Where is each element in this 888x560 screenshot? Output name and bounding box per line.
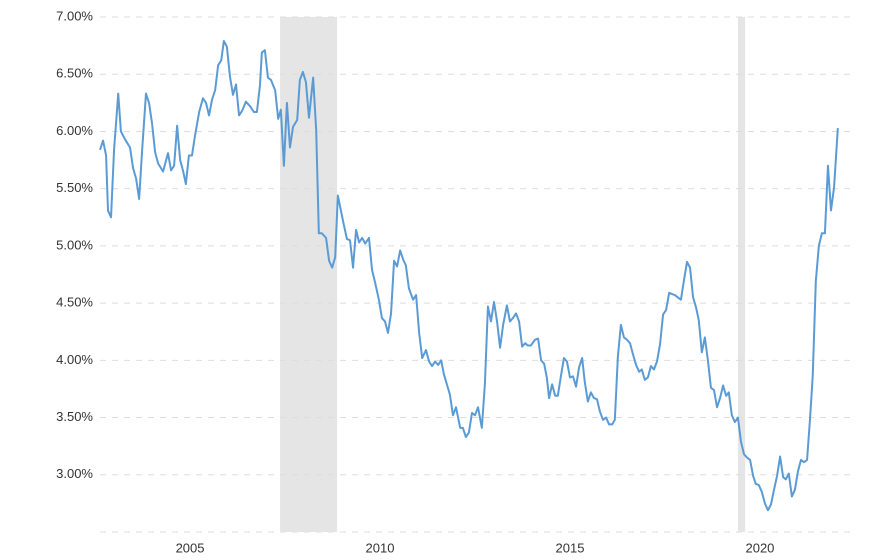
y-tick-label: 4.00% [56,352,93,367]
x-tick-label: 2020 [745,540,774,555]
y-tick-label: 5.50% [56,180,93,195]
recession-band [737,17,746,532]
y-tick-label: 7.00% [56,8,93,23]
recession-band [280,17,338,532]
x-tick-label: 2010 [366,540,395,555]
y-tick-label: 3.50% [56,409,93,424]
x-tick-label: 2015 [556,540,585,555]
y-tick-label: 3.00% [56,466,93,481]
x-tick-label: 2005 [176,540,205,555]
y-tick-label: 6.00% [56,123,93,138]
rate-line [99,40,839,512]
y-tick-label: 6.50% [56,66,93,81]
y-tick-label: 4.50% [56,295,93,310]
y-tick-label: 5.00% [56,237,93,252]
